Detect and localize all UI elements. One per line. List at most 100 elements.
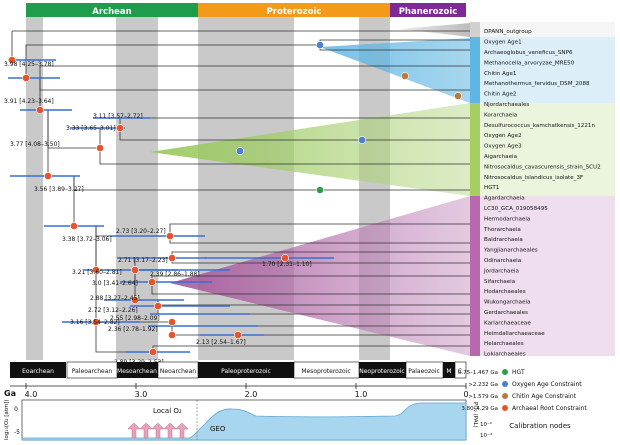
time-axis-unit: Ga: [4, 389, 16, 398]
tip-label: Methanothermus_fervidus_DSM_2088: [484, 81, 590, 87]
tick-label-4: 4.0: [25, 390, 38, 399]
eon-bar: Archean Proterozoic Phanerozoic: [26, 3, 466, 17]
node-age-label: 3.98 [4.25–3.78]: [4, 61, 54, 68]
calibration-node-root: [168, 331, 176, 339]
tip-label: Jordarchaeia: [483, 268, 519, 274]
tree-branch: [169, 223, 470, 236]
calibration-node-root: [166, 232, 174, 240]
calibration-node-chitin: [401, 72, 409, 80]
tick-label-0: 0: [463, 390, 468, 399]
eon-archean-box: [26, 3, 198, 17]
node-age-label: 1.70 [2.31–1.10]: [262, 261, 312, 268]
calibration-node-root: [149, 348, 157, 356]
tip-label: LC30_GCA_019058495: [484, 206, 548, 212]
calibration-nodes: [8, 41, 462, 356]
calibration-node-root: [131, 296, 139, 304]
tree-branch: [39, 65, 470, 78]
era-box-mesozoic: [443, 362, 455, 378]
era-label-paleoproterozoic: Paleoproterozoic: [221, 368, 271, 375]
tree-branch: [11, 31, 26, 61]
tip-label: Lokiarchaeales: [484, 352, 526, 358]
legend-range-chitin: >1.579 Ga: [468, 394, 498, 400]
tip-label: Agardarchaeia: [484, 196, 525, 202]
oxygen-tick-left-5: -5: [14, 429, 20, 436]
era-box-mesoarchean: [117, 362, 158, 378]
tick-label-2: 2.0: [245, 390, 258, 399]
era-band-eoarchean: [26, 17, 43, 360]
legend-label-hgt: HGT: [512, 369, 525, 376]
oxygen-panel: GEO Local O₂ log₁₀(O₂ [atm]) 0 -5 PO₂ (P…: [4, 399, 493, 441]
local-o2-label: Local O₂: [153, 407, 182, 415]
tree-branch: [119, 128, 470, 141]
era-label-neoproterozoic: Neoproterozoic: [359, 368, 405, 375]
node-age-label: 2.72 [3.12–2.26]: [88, 307, 138, 314]
tip-label: DPANN_outgroup: [484, 29, 532, 35]
calibration-node-root: [168, 318, 176, 326]
calibration-node-root: [234, 331, 242, 339]
clade-fan-tack: [150, 103, 470, 196]
local-o2-arrows: [127, 422, 189, 439]
tip-label: Chitin Age2: [484, 92, 516, 98]
tip-label: Wukongarchaeia: [484, 300, 531, 306]
tip-label: Baldrarchaeia: [484, 237, 523, 243]
clade-fan-euryarchaeota: [320, 38, 470, 103]
tip-label: Kariarchaeaceae: [484, 320, 531, 326]
legend-label-root: Archaeal Root Constraint: [512, 405, 587, 412]
legend-title: Calibration nodes: [509, 422, 571, 430]
tip-label: Oxygen Age3: [484, 144, 522, 150]
tip-labels: DPANN_outgroup Oxygen Age1 Archaeoglobus_v…: [483, 29, 601, 357]
calibration-node-chitin: [454, 92, 462, 100]
time-axis: Ga 4.0 3.0 2.0 1.0 0: [4, 383, 469, 399]
o2-arrow-2: [139, 422, 153, 439]
oxygen-tick-left-0: 0: [14, 406, 18, 413]
tip-label: Aigarchaeia: [484, 154, 517, 160]
tip-label: Helarchaeales: [484, 341, 524, 347]
era-label-cenozoic: C: [458, 368, 462, 375]
calibration-node-root: [36, 106, 44, 114]
tip-label: Nitrosocaldus_islandicus_isolate_3F: [484, 175, 583, 181]
calibration-node-root: [96, 144, 104, 152]
legend-range-oxygen: >2.232 Ga: [468, 382, 498, 388]
legend-marker-oxygen: [502, 381, 508, 387]
node-age-label: 2.88 [3.27–2.45]: [90, 295, 140, 302]
tip-label: Chitin Age1: [484, 71, 517, 77]
era-box-neoproterozoic: [359, 362, 406, 378]
tip-label: Korarchaeia: [484, 112, 517, 118]
tip-label: Thorarchaeia: [483, 227, 521, 233]
geo-label: GEO: [210, 425, 226, 433]
eon-phanerozoic-box: [390, 3, 466, 17]
node-age-label: 3.77 [4.08–3.50]: [10, 141, 60, 148]
calibration-node-oxy: [316, 41, 324, 49]
tip-label: Oxygen Age1: [484, 40, 522, 46]
calibration-node-root: [44, 172, 52, 180]
calibration-node-root: [70, 222, 78, 230]
eon-proterozoic-label: Proterozoic: [267, 7, 322, 17]
node-age-label: 2.73 [3.20–2.27]: [116, 228, 166, 235]
node-age-label: 2.55 [2.98–2.09]: [110, 315, 160, 322]
node-age-label: 3.38 [3.72–3.06]: [62, 236, 112, 243]
calibration-node-root: [148, 278, 156, 286]
node-age-label: 2.13 [2.54–1.67]: [196, 339, 246, 346]
calibration-node-root: [92, 318, 100, 326]
legend-marker-chitin: [502, 393, 508, 399]
legend: 0.75–1.467 Ga HGT >2.232 Ga Oxygen Age C…: [458, 369, 587, 430]
tree-branch: [99, 148, 470, 165]
tip-label: Heimdallarchaeaceae: [484, 331, 545, 337]
calibration-node-root: [154, 302, 162, 310]
era-strip: Eoarchean Paleoarchean Mesoarchean Neoar…: [10, 361, 467, 379]
legend-range-hgt: 0.75–1.467 Ga: [458, 370, 498, 376]
legend-label-chitin: Chitin Age Constraint: [512, 393, 577, 400]
tip-label: Sifarchaeia: [484, 279, 515, 285]
clade-fan-dpann: [400, 23, 470, 37]
tip-label: Hermodarchaeia: [484, 216, 530, 222]
node-age-label: 3.0 [3.41–2.64]: [92, 280, 138, 287]
era-box-paleoproterozoic: [198, 362, 294, 378]
tip-label: Nitrosocaldus_cavascurensis_strain_SCU2: [484, 164, 601, 170]
node-age-label: 3.33 [3.65–3.01]: [66, 125, 116, 132]
calibration-node-root: [168, 254, 176, 262]
era-label-paleoarchean: Paleoarchean: [72, 368, 113, 375]
confidence-bars: [8, 59, 334, 353]
node-age-label: 3.91 [4.23–3.64]: [4, 98, 54, 105]
oxygen-curve: [21, 402, 467, 441]
